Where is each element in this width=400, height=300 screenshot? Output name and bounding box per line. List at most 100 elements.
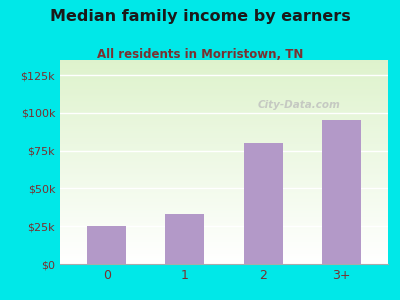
Bar [60, 130, 388, 131]
Bar [60, 144, 388, 145]
Bar [60, 174, 388, 175]
Bar [60, 90, 388, 91]
Bar [60, 223, 388, 224]
Bar [60, 165, 388, 166]
Bar [60, 148, 388, 149]
Bar [60, 95, 388, 96]
Bar [60, 238, 388, 239]
Text: City-Data.com: City-Data.com [258, 100, 341, 110]
Bar [60, 77, 388, 78]
Bar [60, 261, 388, 262]
Bar [60, 263, 388, 264]
Bar [60, 253, 388, 254]
Bar [60, 66, 388, 67]
Bar [60, 207, 388, 208]
Bar [60, 107, 388, 108]
Bar [60, 200, 388, 201]
Bar [60, 221, 388, 222]
Bar [87, 226, 126, 264]
Bar [60, 162, 388, 163]
Bar [60, 238, 388, 239]
Bar [60, 124, 388, 125]
Bar [60, 86, 388, 88]
Bar [60, 257, 388, 258]
Bar [60, 76, 388, 77]
Bar [60, 198, 388, 199]
Bar [60, 72, 388, 73]
Bar [60, 228, 388, 229]
Bar [60, 241, 388, 242]
Bar [60, 71, 388, 72]
Bar [60, 62, 388, 63]
Bar [60, 141, 388, 142]
Bar [60, 94, 388, 95]
Bar [60, 258, 388, 259]
Bar [60, 179, 388, 180]
Bar [60, 146, 388, 147]
Bar [60, 255, 388, 256]
Text: All residents in Morristown, TN: All residents in Morristown, TN [97, 48, 303, 61]
Bar [60, 153, 388, 154]
Bar [60, 160, 388, 161]
Bar [60, 73, 388, 74]
Bar [60, 158, 388, 159]
Text: Median family income by earners: Median family income by earners [50, 9, 350, 24]
Bar [60, 192, 388, 193]
Bar [60, 185, 388, 187]
Bar [166, 214, 204, 264]
Bar [60, 204, 388, 205]
Bar [60, 117, 388, 118]
Bar [60, 150, 388, 151]
Bar [60, 225, 388, 226]
Bar [60, 111, 388, 112]
Bar [60, 214, 388, 215]
Bar [60, 213, 388, 214]
Bar [60, 222, 388, 223]
Bar [60, 188, 388, 190]
Bar [60, 105, 388, 106]
Bar [60, 101, 388, 102]
Bar [60, 61, 388, 62]
Bar [60, 193, 388, 194]
Bar [60, 252, 388, 253]
Bar [60, 173, 388, 174]
Bar [60, 88, 388, 90]
Bar [60, 182, 388, 183]
Bar [60, 233, 388, 234]
Bar [60, 110, 388, 111]
Bar [60, 149, 388, 150]
Bar [60, 123, 388, 124]
Bar [60, 234, 388, 236]
Bar [60, 131, 388, 132]
Bar [60, 226, 388, 227]
Bar [60, 83, 388, 85]
Bar [60, 244, 388, 246]
Bar [60, 260, 388, 261]
Bar [60, 108, 388, 109]
Bar [60, 99, 388, 100]
Bar [60, 208, 388, 209]
Bar [60, 97, 388, 98]
Bar [60, 125, 388, 126]
Bar [60, 140, 388, 141]
Bar [60, 177, 388, 178]
Bar [60, 248, 388, 249]
Bar [60, 175, 388, 176]
Bar [60, 112, 388, 113]
Bar [60, 78, 388, 80]
Bar [60, 70, 388, 71]
Bar [60, 142, 388, 144]
Bar [60, 109, 388, 110]
Bar [60, 203, 388, 204]
Bar [60, 236, 388, 238]
Bar [60, 196, 388, 197]
Bar [60, 159, 388, 160]
Bar [60, 156, 388, 157]
Bar [60, 164, 388, 165]
Bar [60, 132, 388, 134]
Bar [60, 115, 388, 116]
Bar [60, 127, 388, 128]
Bar [60, 68, 388, 69]
Bar [60, 230, 388, 231]
Bar [60, 64, 388, 65]
